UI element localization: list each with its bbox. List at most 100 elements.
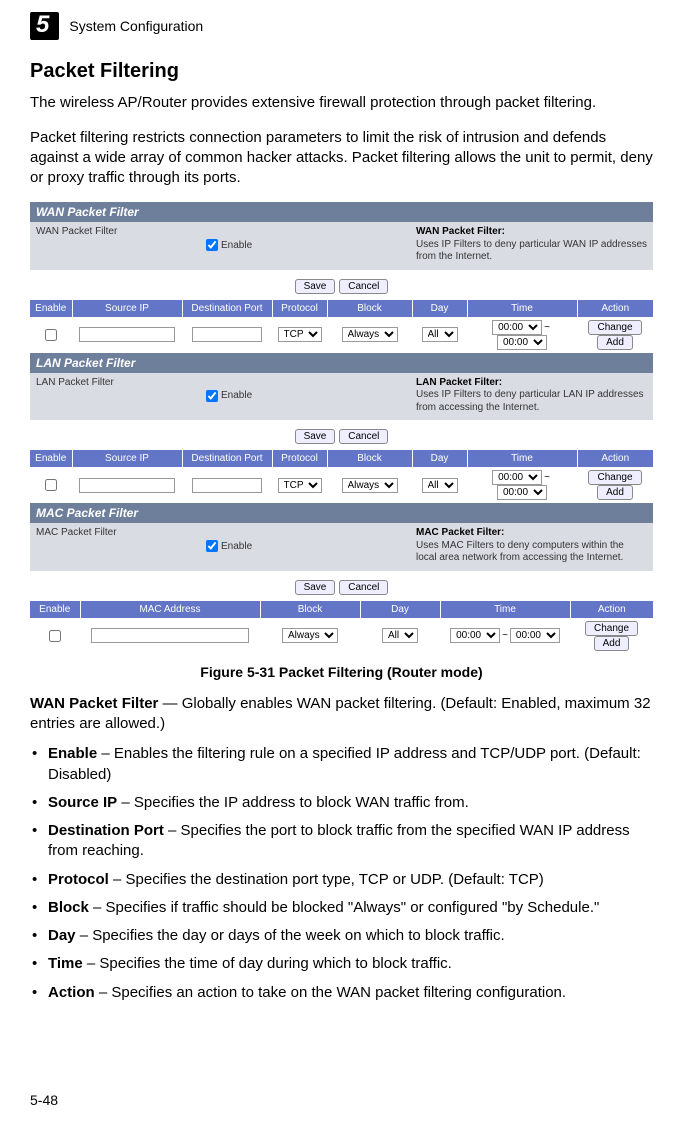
col-dest-port: Destination Port: [182, 450, 272, 467]
figure-caption: Figure 5-31 Packet Filtering (Router mod…: [30, 664, 653, 680]
chapter-number-badge: 5: [30, 12, 59, 40]
wan-source-ip-input[interactable]: [79, 327, 174, 342]
mac-time-to-select[interactable]: 00:00: [510, 628, 560, 643]
wan-cancel-button[interactable]: Cancel: [339, 279, 388, 294]
mac-save-button[interactable]: Save: [295, 580, 336, 595]
lan-dest-port-input[interactable]: [192, 478, 262, 493]
wan-change-button[interactable]: Change: [588, 320, 641, 335]
definition-term: Action: [48, 984, 95, 1001]
definition-text: – Specifies the IP address to block WAN …: [117, 794, 469, 811]
wan-row-enable-checkbox[interactable]: [45, 329, 57, 341]
intro-paragraph-2: Packet filtering restricts connection pa…: [30, 128, 653, 189]
col-time: Time: [467, 450, 577, 467]
lan-day-select[interactable]: All: [422, 478, 458, 493]
col-action: Action: [570, 601, 653, 618]
lan-block-select[interactable]: Always: [342, 478, 398, 493]
tilde-separator: ~: [542, 322, 552, 333]
wan-save-button[interactable]: Save: [295, 279, 336, 294]
mac-enable-label: Enable: [221, 541, 252, 552]
definition-term: Enable: [48, 745, 97, 762]
definition-term: Day: [48, 927, 76, 944]
wan-help-title: WAN Packet Filter:: [416, 226, 505, 237]
section-heading: Packet Filtering: [30, 60, 653, 83]
wan-row-label: WAN Packet Filter: [36, 226, 196, 264]
col-source-ip: Source IP: [72, 450, 182, 467]
definition-term: Protocol: [48, 871, 109, 888]
col-enable: Enable: [30, 601, 80, 618]
mac-packet-filter-panel: MAC Packet Filter MAC Packet Filter Enab…: [30, 503, 653, 571]
wan-add-button[interactable]: Add: [597, 335, 633, 350]
lan-row-enable-checkbox[interactable]: [45, 479, 57, 491]
mac-change-button[interactable]: Change: [585, 621, 638, 636]
lan-filter-header-row: Enable Source IP Destination Port Protoc…: [30, 450, 653, 467]
wan-help-text: WAN Packet Filter: Uses IP Filters to de…: [416, 226, 647, 264]
mac-address-input[interactable]: [91, 628, 249, 643]
mac-filter-table: Enable MAC Address Block Day Time Action…: [30, 601, 653, 654]
lan-time-from-select[interactable]: 00:00: [492, 470, 542, 485]
mac-filter-header-row: Enable MAC Address Block Day Time Action: [30, 601, 653, 618]
wan-panel-title: WAN Packet Filter: [30, 202, 653, 222]
col-day: Day: [412, 450, 467, 467]
definition-text: – Specifies the time of day during which…: [83, 955, 452, 972]
lan-enable-label: Enable: [221, 390, 252, 401]
lan-help-body: Uses IP Filters to deny particular LAN I…: [416, 389, 644, 413]
lan-protocol-select[interactable]: TCP: [278, 478, 322, 493]
lan-change-button[interactable]: Change: [588, 470, 641, 485]
wan-enable-checkbox-wrap[interactable]: Enable: [206, 226, 406, 264]
wan-enable-label: Enable: [221, 240, 252, 251]
lan-add-button[interactable]: Add: [597, 485, 633, 500]
lan-save-button[interactable]: Save: [295, 429, 336, 444]
definition-item: Enable – Enables the filtering rule on a…: [30, 744, 653, 785]
col-protocol: Protocol: [272, 300, 327, 317]
mac-block-select[interactable]: Always: [282, 628, 338, 643]
lan-button-row: Save Cancel: [30, 426, 653, 444]
definition-text: – Specifies the day or days of the week …: [76, 927, 505, 944]
mac-filter-input-row: Always All 00:00~00:00 Change Add: [30, 618, 653, 654]
tilde-separator: ~: [542, 472, 552, 483]
chapter-header: 5 System Configuration: [30, 12, 653, 40]
mac-panel-title: MAC Packet Filter: [30, 503, 653, 523]
wan-filter-input-row: TCP Always All 00:00~00:00 Change Add: [30, 317, 653, 353]
lan-cancel-button[interactable]: Cancel: [339, 429, 388, 444]
mac-enable-checkbox[interactable]: [206, 540, 218, 552]
col-day: Day: [412, 300, 467, 317]
definition-text: – Enables the filtering rule on a specif…: [48, 745, 641, 782]
mac-enable-checkbox-wrap[interactable]: Enable: [206, 527, 406, 565]
mac-help-title: MAC Packet Filter:: [416, 527, 504, 538]
wan-block-select[interactable]: Always: [342, 327, 398, 342]
col-action: Action: [577, 300, 653, 317]
lan-enable-checkbox-wrap[interactable]: Enable: [206, 377, 406, 415]
wan-help-body: Uses IP Filters to deny particular WAN I…: [416, 239, 647, 263]
chapter-title: System Configuration: [69, 18, 203, 34]
wan-dest-port-input[interactable]: [192, 327, 262, 342]
lan-enable-checkbox[interactable]: [206, 390, 218, 402]
mac-row-label: MAC Packet Filter: [36, 527, 196, 565]
definition-item: Time – Specifies the time of day during …: [30, 954, 653, 974]
wan-enable-checkbox[interactable]: [206, 239, 218, 251]
lan-source-ip-input[interactable]: [79, 478, 174, 493]
col-protocol: Protocol: [272, 450, 327, 467]
wan-time-from-select[interactable]: 00:00: [492, 320, 542, 335]
definition-list: Enable – Enables the filtering rule on a…: [30, 744, 653, 1003]
col-enable: Enable: [30, 450, 72, 467]
mac-time-from-select[interactable]: 00:00: [450, 628, 500, 643]
mac-cancel-button[interactable]: Cancel: [339, 580, 388, 595]
col-enable: Enable: [30, 300, 72, 317]
definition-lead-term: WAN Packet Filter: [30, 695, 158, 712]
mac-add-button[interactable]: Add: [594, 636, 630, 651]
mac-day-select[interactable]: All: [382, 628, 418, 643]
wan-protocol-select[interactable]: TCP: [278, 327, 322, 342]
col-dest-port: Destination Port: [182, 300, 272, 317]
mac-row-enable-checkbox[interactable]: [49, 630, 61, 642]
definition-item: Block – Specifies if traffic should be b…: [30, 898, 653, 918]
wan-day-select[interactable]: All: [422, 327, 458, 342]
lan-time-to-select[interactable]: 00:00: [497, 485, 547, 500]
wan-button-row: Save Cancel: [30, 276, 653, 294]
definition-term: Source IP: [48, 794, 117, 811]
mac-help-text: MAC Packet Filter: Uses MAC Filters to d…: [416, 527, 647, 565]
lan-filter-table: Enable Source IP Destination Port Protoc…: [30, 450, 653, 503]
definition-term: Destination Port: [48, 822, 164, 839]
wan-time-to-select[interactable]: 00:00: [497, 335, 547, 350]
figure-screenshot: WAN Packet Filter WAN Packet Filter Enab…: [30, 202, 653, 654]
col-time: Time: [440, 601, 570, 618]
